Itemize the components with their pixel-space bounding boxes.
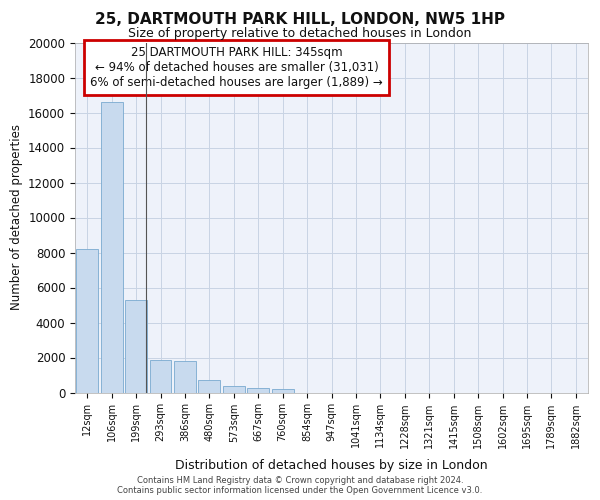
Bar [101,102,122,393]
Text: 25, DARTMOUTH PARK HILL, LONDON, NW5 1HP: 25, DARTMOUTH PARK HILL, LONDON, NW5 1HP [95,12,505,28]
Text: 25 DARTMOUTH PARK HILL: 345sqm
← 94% of detached houses are smaller (31,031)
6% : 25 DARTMOUTH PARK HILL: 345sqm ← 94% of … [90,46,383,89]
Bar [174,360,196,392]
Bar [149,360,172,392]
Y-axis label: Number of detached properties: Number of detached properties [10,124,23,310]
Bar [272,389,293,392]
Bar [223,386,245,392]
Text: Size of property relative to detached houses in London: Size of property relative to detached ho… [128,28,472,40]
Bar [125,300,147,392]
Bar [247,388,269,392]
Bar [76,249,98,392]
Bar [199,380,220,392]
Text: Contains public sector information licensed under the Open Government Licence v3: Contains public sector information licen… [118,486,482,495]
X-axis label: Distribution of detached houses by size in London: Distribution of detached houses by size … [175,459,488,472]
Text: Contains HM Land Registry data © Crown copyright and database right 2024.: Contains HM Land Registry data © Crown c… [137,476,463,485]
